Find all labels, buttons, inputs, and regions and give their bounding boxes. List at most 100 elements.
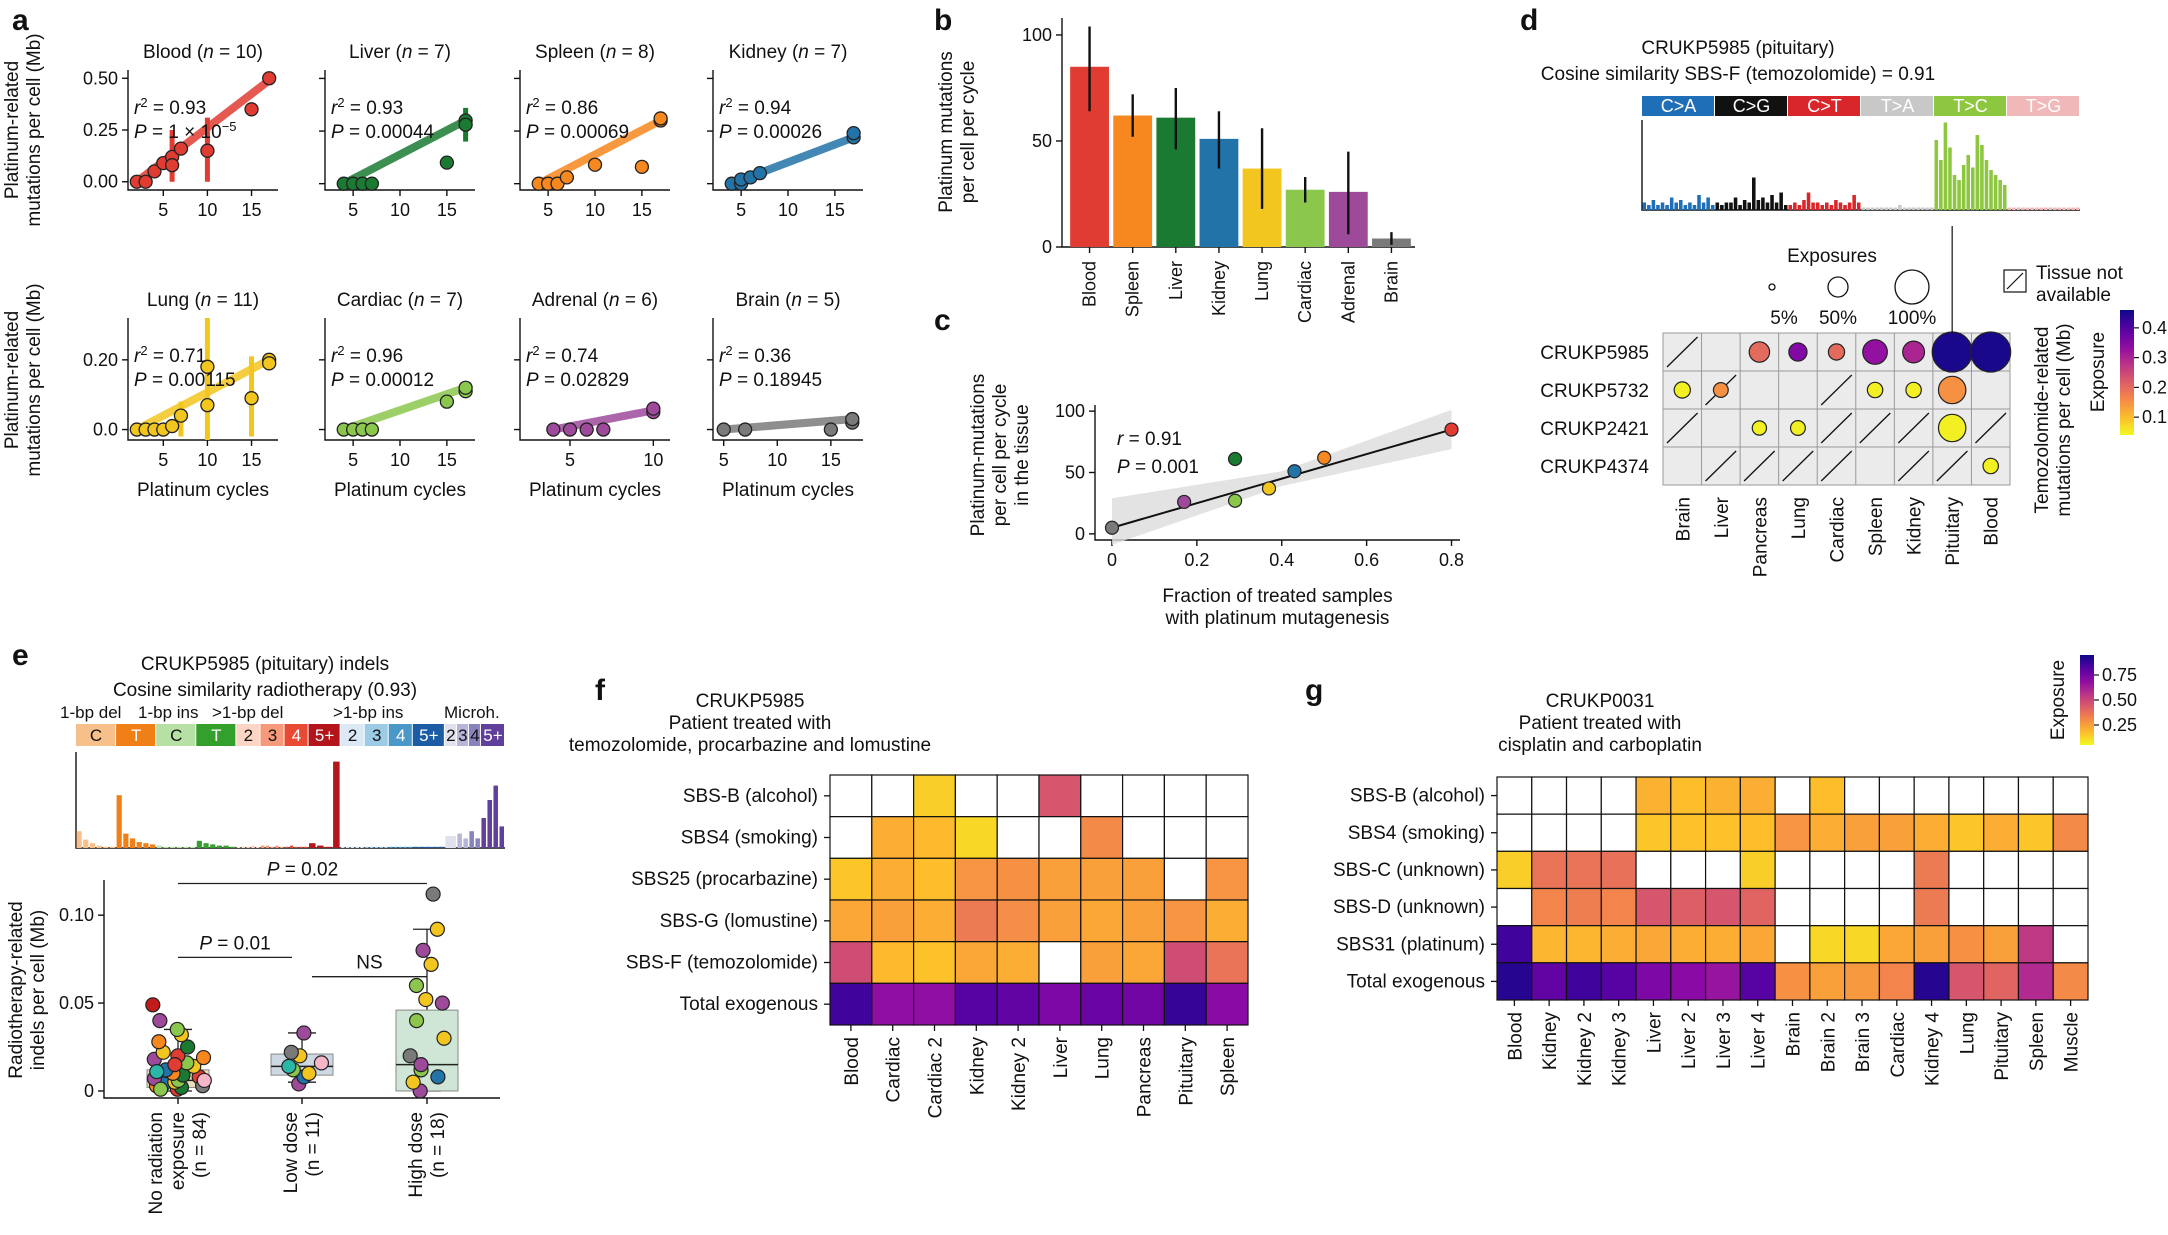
spectrum-bar: [1989, 170, 1993, 210]
column-label: Pancreas: [1750, 497, 1771, 577]
heatmap-cell: [1121, 774, 1165, 818]
heatmap-cell: [1205, 941, 1249, 984]
indel-bar: [236, 846, 241, 848]
heatmap-cell: [1670, 776, 1707, 815]
indel-bar: [123, 833, 129, 848]
data-point: [430, 1069, 446, 1085]
indel-bar: [256, 846, 260, 848]
y-axis-title: Platinum mutationsper cell per cycle: [936, 51, 979, 213]
data-point: [151, 1034, 167, 1050]
spectrum-bar: [1811, 202, 1815, 210]
heatmap-cell: [1496, 776, 1533, 815]
panel-label-e: e: [12, 639, 29, 672]
indel-bar: [389, 846, 393, 848]
heatmap-cell: [1739, 850, 1776, 890]
heatmap-cell: [996, 982, 1040, 1026]
title-n: n: [791, 290, 802, 311]
heatmap-title: Patient treated with: [1519, 713, 1682, 734]
heatmap-cell: [1531, 776, 1568, 815]
heatmap-cell: [1948, 850, 1985, 890]
column-label: Spleen: [1218, 1037, 1239, 1096]
scatter-fraction-vs-rate: 0 50 100 0 0.2 0.4 0.6 0.8 r = 0.91 P = 0.001 Frac…: [1055, 401, 1464, 629]
data-point: [596, 422, 611, 437]
title-count: = 10): [214, 42, 263, 63]
x-axis-title: Platinum cycles: [722, 480, 854, 501]
column-label: Liver: [1712, 496, 1733, 538]
x-tick-label: 15: [242, 200, 262, 220]
indel-bar: [83, 839, 89, 848]
indel-title: CRUKP5985 (pituitary) indels: [141, 654, 389, 675]
spectrum-bar: [1697, 195, 1701, 210]
data-point: [196, 1072, 212, 1089]
column-label: Liver: [1644, 1011, 1665, 1053]
exposure-bubble: [1673, 381, 1691, 399]
heatmap-f: SBS-B (alcohol) SBS4 (smoking) SBS25 (proc…: [626, 774, 1249, 1118]
heatmap-cell: [2017, 850, 2054, 890]
heatmap-cell: [1496, 925, 1533, 964]
exposure-bubble: [1970, 331, 2012, 373]
heatmap-cell: [1038, 899, 1082, 943]
heatmap-cell: [1913, 813, 1950, 852]
spectrum-bar: [1774, 202, 1779, 210]
r-squared: r2 = 0.93: [134, 95, 206, 120]
indel-class-label: 4: [396, 726, 405, 745]
mutation-class-label: T>A: [1881, 96, 1915, 116]
spectrum-bar: [1893, 207, 1897, 210]
data-point: [1104, 520, 1120, 535]
heatmap-cell: [1774, 887, 1811, 927]
indel-bar: [432, 846, 438, 848]
data-point: [364, 422, 380, 437]
column-label: Cardiac: [1888, 1012, 1909, 1077]
heatmap-cell: [1163, 857, 1207, 901]
r-exponent: 2: [532, 343, 539, 358]
fit-line: [134, 356, 272, 434]
heatmap-cell: [1704, 887, 1741, 927]
size-legend-circle: [1894, 269, 1930, 305]
title-tissue: Lung (: [147, 290, 202, 311]
x-tick-label: 15: [825, 200, 845, 220]
indel-class-label: 2: [446, 726, 455, 745]
colorbar-axis-title: Temozolomide-relatedmutations per cell (…: [2032, 323, 2075, 516]
spectrum-bar: [1975, 135, 1980, 210]
indel-bar: [265, 845, 270, 848]
y-tick-label: 0.05: [59, 993, 94, 1013]
exposure-bubble: [1748, 341, 1771, 363]
indel-title: Cosine similarity radiotherapy (0.93): [113, 680, 417, 701]
y-axis-title-line: Platinum mutations: [936, 51, 957, 213]
r-exponent: 2: [532, 95, 539, 110]
indel-bar: [260, 845, 265, 848]
axes: [127, 318, 278, 441]
exposure-bubble: [1789, 420, 1806, 437]
spectrum-bar: [2057, 207, 2062, 210]
colorbar-tick-label: 0.4: [2142, 318, 2167, 338]
spectrum-bar: [1715, 202, 1720, 210]
title-tissue: Spleen (: [535, 42, 606, 63]
column-label: Kidney 4: [1923, 1012, 1944, 1086]
heatmap-cell: [1163, 899, 1207, 943]
data-point: [244, 391, 259, 406]
spectrum-bar: [1911, 207, 1916, 210]
data-point: [1227, 451, 1243, 467]
data-point: [164, 418, 180, 434]
indel-bar: [394, 846, 398, 848]
data-point: [145, 997, 161, 1013]
r-squared: r2 = 0.74: [526, 343, 599, 368]
y-tick-label: 0.25: [83, 120, 118, 140]
heatmap-cell: [1913, 887, 1950, 927]
column-label: Kidney: [1905, 497, 1926, 556]
spectrum-bar: [2007, 207, 2012, 210]
spectrum-bar: [1866, 207, 1870, 210]
column-label: Lung: [1957, 1012, 1978, 1054]
heatmap-cell: [1635, 887, 1672, 927]
data-point: [1287, 464, 1302, 479]
title-n: n: [402, 42, 413, 63]
spectrum-bar: [1738, 205, 1742, 210]
indel-bar: [419, 846, 425, 848]
spectrum-bar: [1674, 202, 1678, 210]
title-count: = 5): [802, 290, 841, 311]
indel-bar: [241, 846, 245, 848]
p-value: P = 0.00026: [719, 122, 822, 143]
spectrum-bar: [2075, 207, 2080, 210]
data-point: [200, 143, 215, 158]
